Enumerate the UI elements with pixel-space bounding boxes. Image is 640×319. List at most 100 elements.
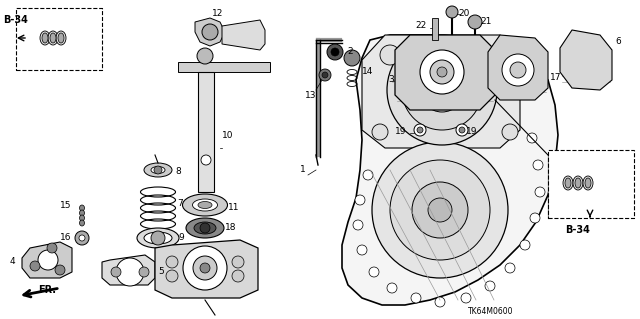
Text: B-34: B-34	[3, 15, 28, 25]
Circle shape	[520, 240, 530, 250]
Ellipse shape	[182, 194, 227, 216]
Circle shape	[417, 127, 423, 133]
Text: 5: 5	[158, 268, 164, 277]
Ellipse shape	[79, 215, 84, 221]
Circle shape	[47, 243, 57, 253]
Circle shape	[459, 127, 465, 133]
Ellipse shape	[42, 33, 48, 43]
Text: 22: 22	[415, 20, 426, 29]
Circle shape	[75, 231, 89, 245]
Circle shape	[331, 48, 339, 56]
Text: 7: 7	[177, 199, 183, 209]
Text: 2: 2	[347, 48, 353, 56]
Circle shape	[505, 263, 515, 273]
Ellipse shape	[137, 228, 179, 248]
Circle shape	[432, 80, 452, 100]
Circle shape	[355, 195, 365, 205]
Text: 10: 10	[222, 130, 234, 139]
Ellipse shape	[144, 232, 172, 244]
Text: 18: 18	[225, 224, 237, 233]
Circle shape	[319, 69, 331, 81]
Text: 21: 21	[480, 18, 492, 26]
Text: 13: 13	[305, 91, 317, 100]
Circle shape	[357, 245, 367, 255]
Polygon shape	[22, 242, 72, 278]
Text: 3: 3	[388, 76, 394, 85]
Circle shape	[387, 283, 397, 293]
Circle shape	[55, 265, 65, 275]
Ellipse shape	[56, 31, 66, 45]
Polygon shape	[560, 30, 612, 90]
Text: 15: 15	[60, 202, 72, 211]
Circle shape	[139, 267, 149, 277]
Ellipse shape	[193, 199, 218, 211]
Text: 11: 11	[228, 203, 239, 211]
Circle shape	[530, 213, 540, 223]
Text: B-34: B-34	[565, 225, 590, 235]
Circle shape	[193, 256, 217, 280]
Ellipse shape	[40, 31, 50, 45]
Circle shape	[456, 124, 468, 136]
Circle shape	[38, 250, 58, 270]
Ellipse shape	[198, 202, 212, 209]
Circle shape	[527, 133, 537, 143]
Circle shape	[387, 35, 497, 145]
Circle shape	[485, 281, 495, 291]
Ellipse shape	[48, 31, 58, 45]
Circle shape	[502, 124, 518, 140]
Circle shape	[535, 187, 545, 197]
Circle shape	[183, 246, 227, 290]
Text: TK64M0600: TK64M0600	[468, 308, 513, 316]
Circle shape	[420, 50, 464, 94]
Polygon shape	[155, 240, 258, 298]
Text: 12: 12	[212, 10, 223, 19]
Ellipse shape	[144, 163, 172, 177]
Circle shape	[353, 220, 363, 230]
Circle shape	[202, 24, 218, 40]
Ellipse shape	[563, 176, 573, 190]
Polygon shape	[195, 18, 225, 46]
Circle shape	[369, 267, 379, 277]
Bar	[432, 18, 438, 40]
Ellipse shape	[58, 33, 64, 43]
Circle shape	[232, 270, 244, 282]
Circle shape	[154, 166, 162, 174]
Circle shape	[200, 263, 210, 273]
Circle shape	[79, 235, 85, 241]
Circle shape	[502, 54, 534, 86]
Text: 9: 9	[178, 234, 184, 242]
Ellipse shape	[194, 222, 216, 234]
Circle shape	[116, 258, 144, 286]
Bar	[16, 8, 102, 70]
Circle shape	[151, 231, 165, 245]
Polygon shape	[362, 35, 520, 148]
Circle shape	[201, 155, 211, 165]
Circle shape	[420, 68, 464, 112]
Circle shape	[446, 6, 458, 18]
Ellipse shape	[583, 176, 593, 190]
Polygon shape	[488, 35, 548, 100]
Ellipse shape	[79, 205, 84, 211]
Circle shape	[411, 293, 421, 303]
Ellipse shape	[50, 33, 56, 43]
Circle shape	[402, 50, 482, 130]
Ellipse shape	[151, 167, 165, 174]
Circle shape	[372, 142, 508, 278]
Text: 19: 19	[466, 128, 477, 137]
Circle shape	[111, 267, 121, 277]
Polygon shape	[395, 35, 495, 110]
Text: 16: 16	[60, 234, 72, 242]
Circle shape	[380, 45, 400, 65]
Ellipse shape	[565, 178, 571, 188]
Text: 4: 4	[10, 257, 15, 266]
Polygon shape	[222, 20, 265, 50]
Circle shape	[435, 297, 445, 307]
Circle shape	[166, 256, 178, 268]
Ellipse shape	[575, 178, 581, 188]
Circle shape	[533, 160, 543, 170]
Circle shape	[468, 15, 482, 29]
Circle shape	[232, 256, 244, 268]
Circle shape	[344, 50, 360, 66]
Text: 19: 19	[395, 128, 406, 137]
Circle shape	[372, 124, 388, 140]
